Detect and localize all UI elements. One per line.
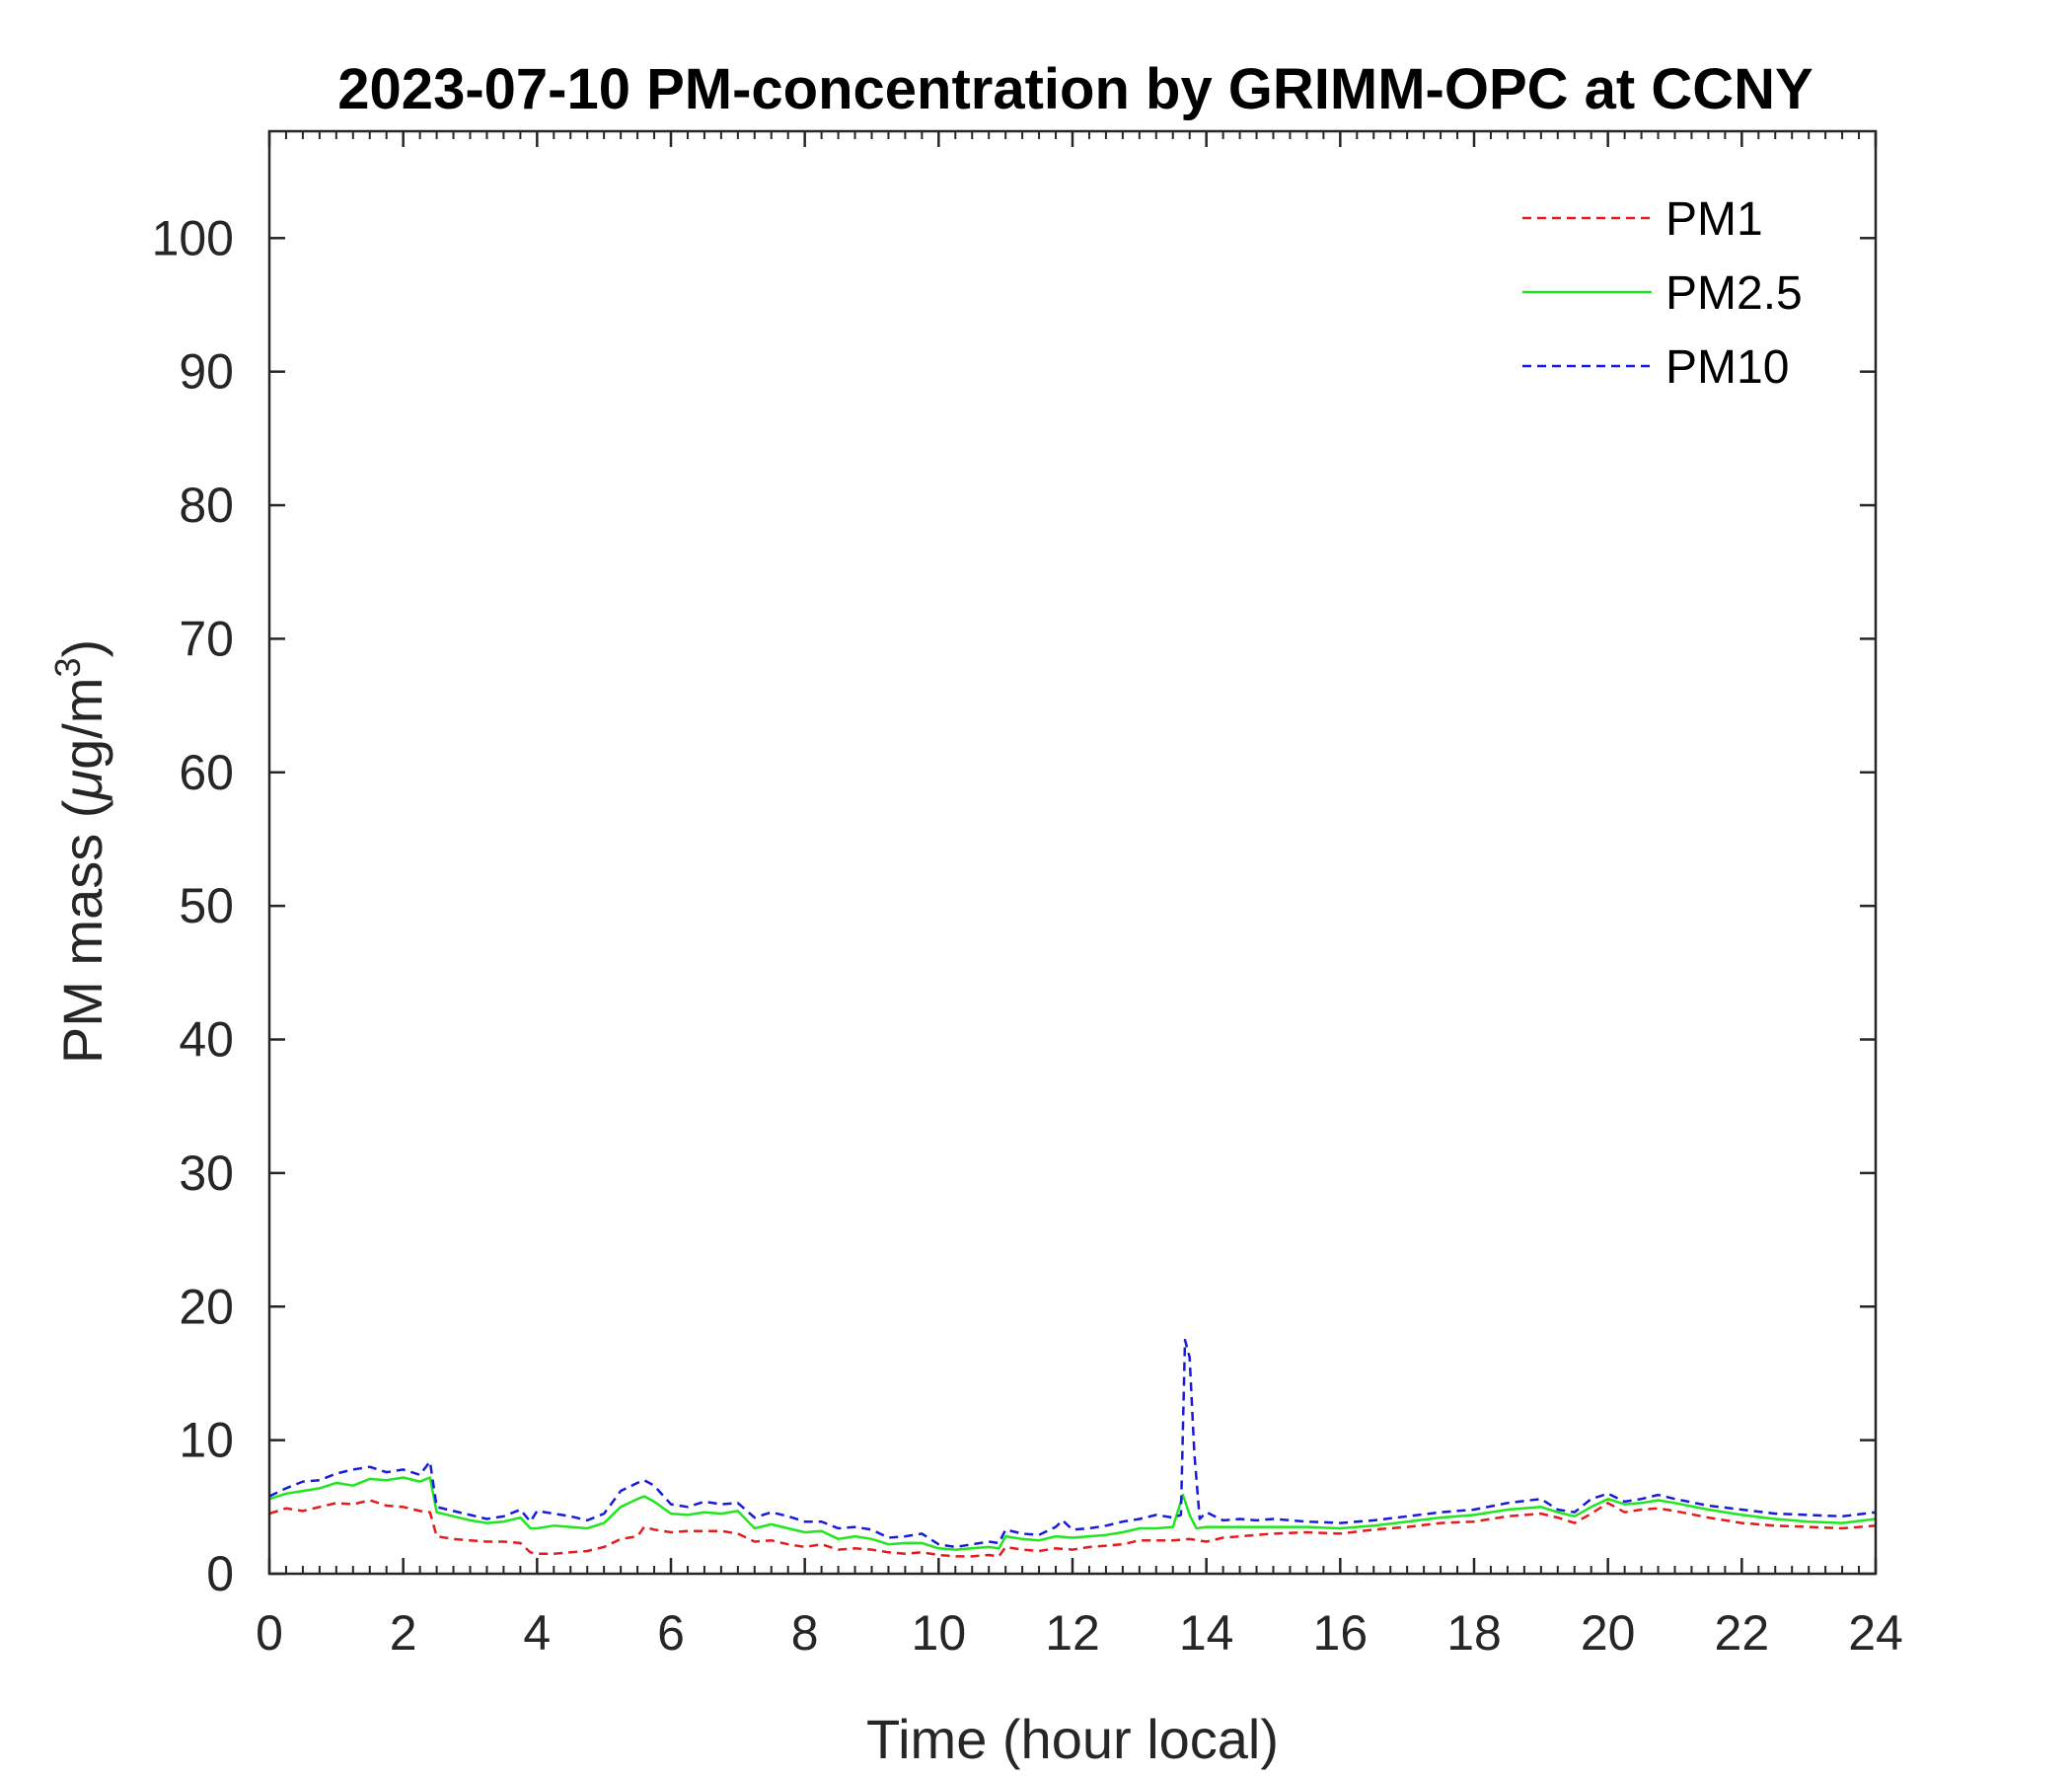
y-tick-label: 60 — [179, 745, 234, 800]
series-line-pm10 — [268, 1338, 1877, 1549]
x-tick-label: 20 — [1581, 1605, 1636, 1661]
x-tick-label: 10 — [912, 1605, 967, 1661]
y-axis-label-suffix: ) — [51, 639, 113, 658]
y-tick-label: 90 — [179, 344, 234, 400]
x-tick-label: 18 — [1446, 1605, 1502, 1661]
y-tick-label: 20 — [179, 1279, 234, 1334]
x-tick-label: 24 — [1848, 1605, 1903, 1661]
x-tick-label: 22 — [1715, 1605, 1770, 1661]
x-tick-label: 12 — [1045, 1605, 1100, 1661]
x-tick-label: 4 — [523, 1605, 551, 1661]
chart-title: 2023-07-10 PM-concentration by GRIMM-OPC… — [337, 57, 1813, 121]
y-axis-label-unit: g/m — [51, 678, 113, 770]
y-tick-label: 0 — [206, 1546, 234, 1601]
x-tick-label: 14 — [1179, 1605, 1234, 1661]
y-tick-label: 40 — [179, 1012, 234, 1068]
legend-label: PM2.5 — [1665, 267, 1803, 320]
y-tick-label: 50 — [179, 878, 234, 933]
y-axis-label-prefix: PM mass ( — [51, 799, 113, 1064]
x-axis-label: Time (hour local) — [866, 1708, 1279, 1770]
minor-ticks — [284, 131, 1861, 1574]
legend-label: PM10 — [1665, 341, 1789, 394]
plot-frame — [267, 129, 1878, 1576]
y-tick-label: 70 — [179, 611, 234, 666]
y-tick-label: 80 — [179, 478, 234, 533]
plot-area — [269, 131, 1876, 1574]
x-tick-label: 6 — [657, 1605, 685, 1661]
y-tick-label: 10 — [179, 1413, 234, 1468]
y-axis-label-sup: 3 — [47, 658, 88, 678]
series-line-pm1 — [268, 1499, 1877, 1558]
y-axis-label: PM mass (μg/m3) — [47, 639, 113, 1064]
legend: PM1 PM2.5 PM10 — [1522, 193, 1803, 394]
x-tick-label: 16 — [1313, 1605, 1369, 1661]
legend-label: PM1 — [1665, 193, 1763, 246]
y-tick-label: 100 — [152, 210, 234, 265]
x-axis-ticks: 0 2 4 6 8 10 12 14 16 18 20 22 24 — [256, 131, 1903, 1661]
x-tick-label: 8 — [791, 1605, 819, 1661]
series-line-pm2-5 — [268, 1476, 1877, 1551]
y-axis-ticks: 0 10 20 30 40 50 60 70 80 90 100 — [152, 210, 1876, 1601]
y-axis-label-mu: μ — [51, 770, 113, 802]
x-tick-label: 0 — [256, 1605, 283, 1661]
series-layer — [268, 1338, 1877, 1558]
x-tick-label: 2 — [390, 1605, 417, 1661]
y-tick-label: 30 — [179, 1146, 234, 1201]
